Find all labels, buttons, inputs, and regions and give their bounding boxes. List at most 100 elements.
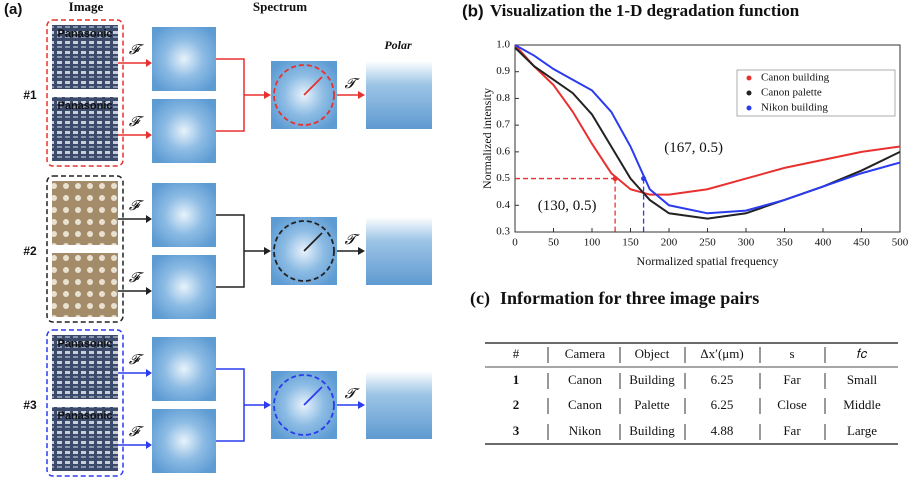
spectrum	[152, 255, 216, 319]
connector	[216, 405, 245, 442]
x-tick-label: 0	[512, 237, 518, 249]
series-line	[514, 44, 901, 215]
panel-label: (c)	[470, 288, 490, 309]
fourier-symbol: 𝓕	[129, 353, 144, 368]
x-tick-label: 500	[892, 237, 909, 249]
y-tick-label: 0.8	[496, 92, 510, 104]
y-tick-label: 0.7	[496, 119, 510, 131]
arrow-head	[358, 91, 365, 99]
legend-box	[736, 69, 896, 117]
polar-image	[366, 217, 432, 285]
photo-brand: Panasonic	[57, 410, 112, 422]
annotation-label: (167, 0.5)	[664, 140, 723, 156]
x-tick-label: 200	[661, 237, 678, 249]
table-title: Information for three image pairs	[500, 288, 759, 308]
legend-marker	[746, 105, 752, 111]
table-cell: Far	[783, 372, 801, 387]
table-cell: 4.88	[711, 423, 734, 438]
table-cell: Building	[629, 372, 675, 387]
pair-box	[46, 175, 124, 323]
spectrum	[152, 409, 216, 473]
table-cell: Building	[629, 423, 675, 438]
table-cell: Close	[777, 397, 807, 412]
table-cell: Canon	[568, 397, 602, 412]
y-tick-label: 0.3	[496, 226, 510, 238]
x-axis-label: Normalized spatial frequency	[637, 254, 779, 268]
x-tick-label: 50	[548, 237, 560, 249]
table-header: Object	[635, 346, 670, 361]
table-cell: Far	[783, 423, 801, 438]
table-cell: Middle	[843, 397, 881, 412]
x-tick-label: 250	[699, 237, 716, 249]
row-label: #2	[23, 244, 37, 258]
chart-title: Visualization the 1-D degradation functi…	[490, 1, 800, 20]
polar-circle	[273, 220, 335, 282]
spectrum	[152, 337, 216, 401]
radius	[303, 232, 323, 252]
photo-brand: Panasonic	[57, 100, 112, 112]
arrow-head	[358, 401, 365, 409]
column-header: Spectrum	[253, 0, 307, 14]
pair-box	[46, 329, 124, 477]
legend-marker	[746, 75, 752, 81]
table-header: 𝑓𝑐	[857, 346, 868, 361]
spectrum	[152, 99, 216, 163]
legend-label: Canon building	[761, 72, 830, 84]
transform-symbol: 𝓣	[345, 233, 361, 248]
y-tick-label: 1.0	[496, 39, 510, 51]
fourier-symbol: 𝓕	[129, 115, 144, 130]
x-tick-label: 150	[622, 237, 639, 249]
y-tick-label: 0.6	[496, 145, 510, 157]
table-header: #	[513, 346, 520, 361]
connector	[216, 214, 245, 251]
arrow-head	[146, 215, 152, 223]
x-tick-label: 450	[853, 237, 870, 249]
arrow-head	[146, 441, 152, 449]
photo-brand: Panasonic	[57, 28, 112, 40]
fourier-symbol: 𝓕	[129, 43, 144, 58]
arrow-head	[264, 247, 271, 255]
polar-image	[366, 371, 432, 439]
connector	[216, 58, 245, 95]
fourier-symbol: 𝓕	[129, 271, 144, 286]
photo	[52, 25, 118, 89]
pair-box	[46, 19, 124, 167]
photo	[52, 97, 118, 161]
table-cell: Canon	[568, 372, 602, 387]
column-header: Image	[69, 0, 104, 14]
y-axis-label: Normalized intensity	[480, 88, 494, 189]
polar-circle	[273, 64, 335, 126]
photo	[52, 181, 118, 245]
arrow-head	[264, 91, 271, 99]
photo	[52, 335, 118, 399]
annotation-point	[612, 176, 618, 182]
polar-header: Polar	[384, 38, 412, 52]
transform-symbol: 𝓣	[345, 77, 361, 92]
arrow-head	[264, 401, 271, 409]
y-tick-label: 0.9	[496, 65, 510, 77]
panel-label: (b)	[462, 1, 484, 20]
annotation-point	[641, 176, 647, 182]
photo-brand: Panasonic	[57, 338, 112, 350]
connector	[216, 95, 245, 132]
transform-symbol: 𝓣	[345, 387, 361, 402]
connector	[216, 251, 245, 288]
y-tick-label: 0.5	[496, 172, 510, 184]
fourier-symbol: 𝓕	[129, 425, 144, 440]
polar-circle	[273, 374, 335, 436]
table-cell: Large	[847, 423, 877, 438]
y-tick-label: 0.4	[496, 199, 510, 211]
photo	[52, 253, 118, 317]
row-label: #3	[23, 398, 37, 412]
x-tick-label: 100	[584, 237, 601, 249]
table-cell: 1	[513, 372, 520, 387]
x-tick-label: 300	[738, 237, 755, 249]
photo	[52, 407, 118, 471]
table-cell: Nikon	[569, 423, 602, 438]
table-cell: Small	[847, 372, 878, 387]
table-cell: 6.25	[711, 372, 734, 387]
table-cell: 2	[513, 397, 520, 412]
table-header: s	[789, 346, 794, 361]
table-cell: 3	[513, 423, 520, 438]
x-tick-label: 350	[776, 237, 793, 249]
